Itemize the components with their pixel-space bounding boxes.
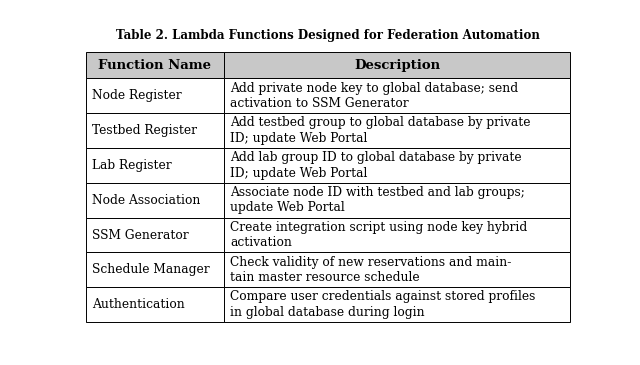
Bar [224,287,570,322]
Bar [86,52,224,78]
Bar [224,218,570,253]
Text: Node Association: Node Association [92,194,201,207]
Text: Associate node ID with testbed and lab groups;
update Web Portal: Associate node ID with testbed and lab g… [230,186,525,215]
Text: Compare user credentials against stored profiles
in global database during login: Compare user credentials against stored … [230,291,536,319]
Bar [86,113,224,148]
Bar [86,218,224,253]
Text: Authentication: Authentication [92,298,185,311]
Text: Add private node key to global database; send
activation to SSM Generator: Add private node key to global database;… [230,81,518,110]
Text: SSM Generator: SSM Generator [92,228,189,242]
Text: Add testbed group to global database by private
ID; update Web Portal: Add testbed group to global database by … [230,116,531,145]
Bar [224,253,570,287]
Bar [224,78,570,113]
Bar [224,52,570,78]
Text: Testbed Register: Testbed Register [92,124,197,137]
Text: Create integration script using node key hybrid
activation: Create integration script using node key… [230,221,527,249]
Text: Check validity of new reservations and main-
tain master resource schedule: Check validity of new reservations and m… [230,255,512,284]
Text: Function Name: Function Name [99,59,211,72]
Bar [86,78,224,113]
Text: Schedule Manager: Schedule Manager [92,263,210,276]
Bar [224,113,570,148]
Bar [86,183,224,218]
Text: Node Register: Node Register [92,89,182,102]
Text: Description: Description [354,59,440,72]
Bar [224,183,570,218]
Text: Lab Register: Lab Register [92,159,172,172]
Text: Table 2. Lambda Functions Designed for Federation Automation: Table 2. Lambda Functions Designed for F… [116,30,540,42]
Bar [86,253,224,287]
Bar [86,148,224,183]
Bar [224,148,570,183]
Text: Add lab group ID to global database by private
ID; update Web Portal: Add lab group ID to global database by p… [230,151,522,180]
Bar [86,287,224,322]
